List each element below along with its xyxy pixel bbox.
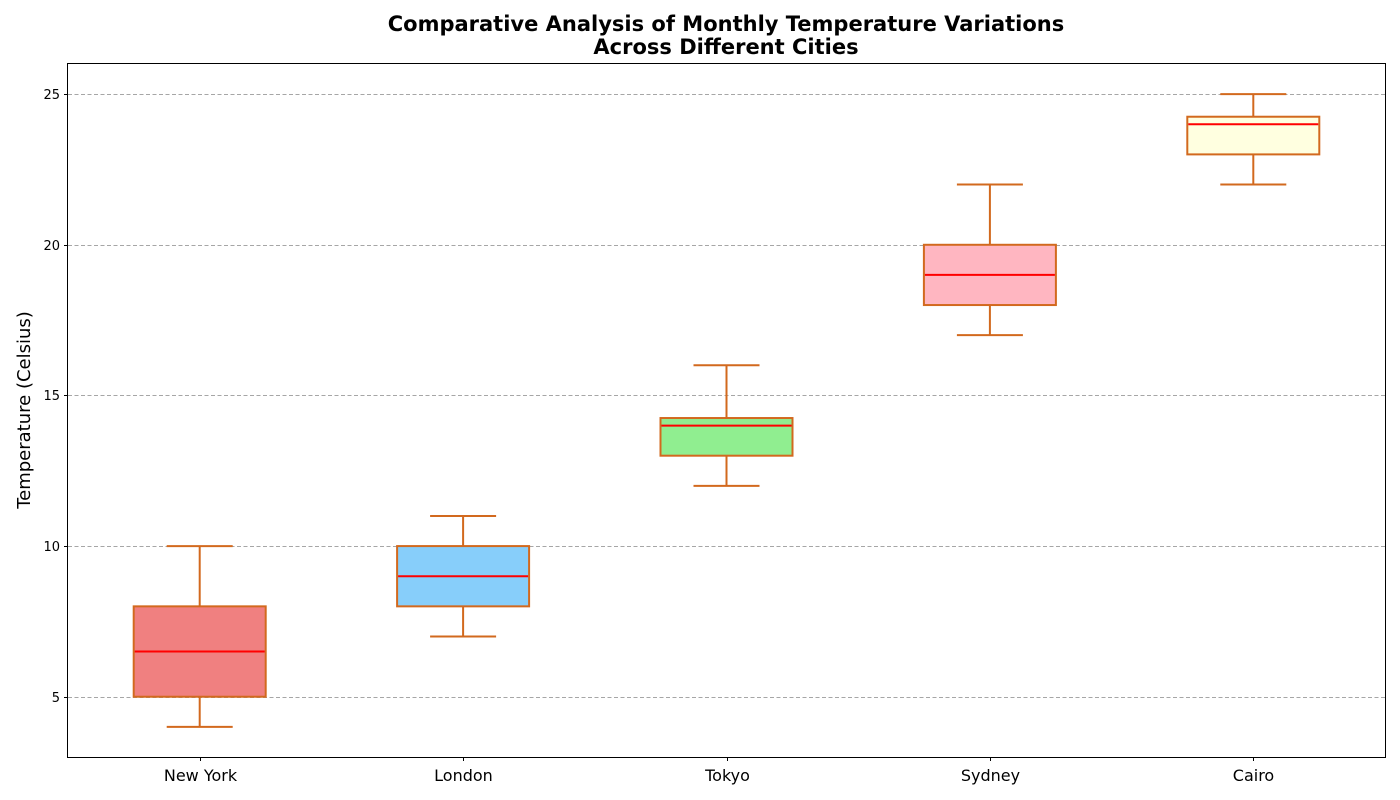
chart-title-line-1: Comparative Analysis of Monthly Temperat… <box>388 12 1065 36</box>
y-tick-label: 15 <box>43 389 60 404</box>
box-london <box>396 514 531 638</box>
box-body <box>659 417 794 457</box>
y-tick-label: 10 <box>43 540 60 555</box>
y-ticks: 5 10 15 20 25 <box>43 88 68 706</box>
x-ticks: New York London Tokyo Sydney Cairo <box>164 757 1274 785</box>
box-sydney <box>922 183 1057 337</box>
box-body <box>1186 115 1321 156</box>
chart-title-line-2: Across Different Cities <box>593 35 858 59</box>
x-tick-label: Sydney <box>961 766 1020 785</box>
x-tick-label: London <box>434 766 493 785</box>
y-axis-label: Temperature (Celsius) <box>14 311 35 510</box>
y-tick-label: 5 <box>52 691 60 706</box>
boxes-layer <box>132 93 1321 728</box>
x-tick-label: Tokyo <box>704 766 750 785</box>
box-tokyo <box>659 364 794 487</box>
box-cairo <box>1186 93 1321 186</box>
y-tick-label: 20 <box>43 239 60 254</box>
box-new-york <box>132 545 267 728</box>
x-tick-label: New York <box>164 766 238 785</box>
axes-frame <box>67 63 1386 758</box>
x-tick-label: Cairo <box>1233 766 1274 785</box>
y-tick-label: 25 <box>43 88 60 103</box>
